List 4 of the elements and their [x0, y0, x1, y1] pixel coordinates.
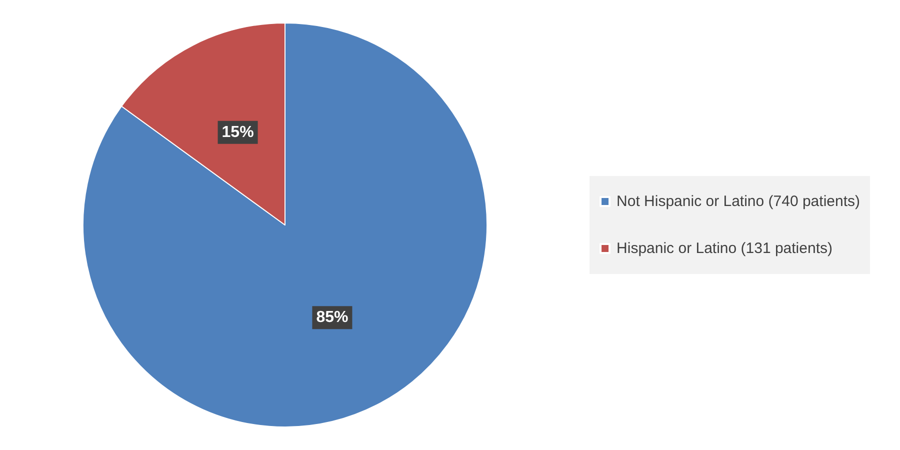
- legend-label: Not Hispanic or Latino (740 patients): [616, 193, 860, 210]
- data-label: 15%: [222, 124, 254, 141]
- legend-label: Hispanic or Latino (131 patients): [616, 240, 833, 257]
- data-label: 85%: [316, 309, 348, 326]
